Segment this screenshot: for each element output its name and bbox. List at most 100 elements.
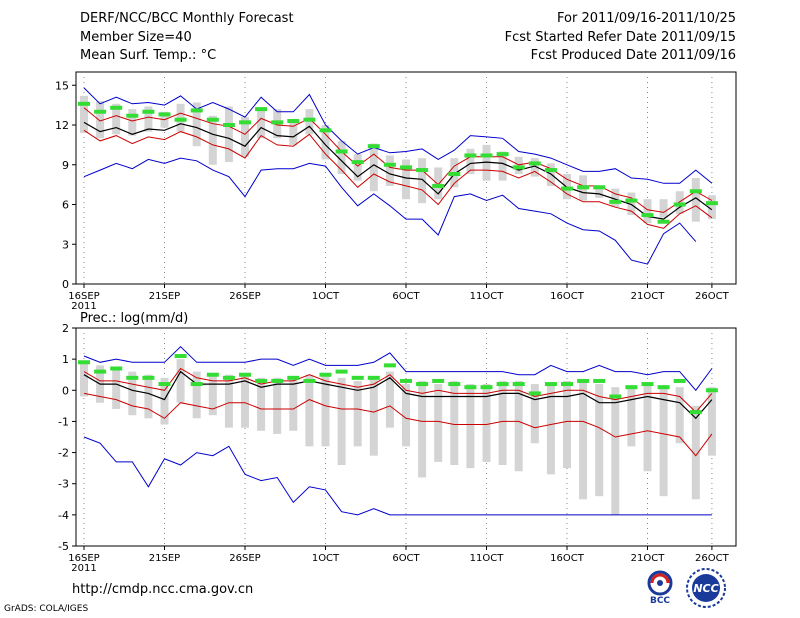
prec-ytick-label: 2 xyxy=(62,322,69,335)
prec-spread-box xyxy=(353,380,362,447)
temp-median-mark xyxy=(287,119,300,124)
prec-median-mark xyxy=(142,375,155,380)
source-url[interactable]: http://cmdp.ncc.cma.gov.cn xyxy=(72,582,254,597)
prec-ytick-label: -1 xyxy=(58,415,69,428)
temp-median-mark xyxy=(78,101,90,106)
prec-median-mark xyxy=(222,375,235,380)
prec-median-mark xyxy=(512,382,525,387)
prec-p-lower-line xyxy=(83,392,713,457)
prec-year-label: 2011 xyxy=(71,563,96,574)
temp-median-mark xyxy=(255,107,268,112)
temp-ytick-label: 12 xyxy=(55,119,69,132)
prec-median-mark xyxy=(319,372,332,377)
temp-median-mark xyxy=(367,144,380,149)
prec-spread-box xyxy=(643,384,652,472)
forecast-period: For 2011/09/16-2011/10/25 xyxy=(557,11,736,26)
prec-median-mark xyxy=(400,378,412,383)
prec-spread-box xyxy=(321,374,330,447)
prec-spread-box xyxy=(498,380,507,466)
prec-ytick-label: 0 xyxy=(62,384,69,397)
prec-median-mark xyxy=(78,360,90,365)
temp-median-mark xyxy=(222,123,235,127)
prec-spread-box xyxy=(466,384,475,469)
prec-spread-box xyxy=(208,374,217,416)
prec-median-mark xyxy=(432,378,445,383)
prec-xtick-label: 11OCT xyxy=(470,553,505,564)
prec-spread-box xyxy=(337,377,346,466)
prec-p-upper-line xyxy=(83,367,713,413)
temp-xtick-label: 1OCT xyxy=(312,291,340,302)
temp-p-lower-line xyxy=(83,129,713,229)
temp-median-mark xyxy=(174,117,187,122)
temp-median-mark xyxy=(641,213,654,218)
forecast-title: DERF/NCC/BCC Monthly Forecast xyxy=(80,11,294,26)
temp-median-mark xyxy=(464,153,477,158)
prec-xtick-label: 16SEP xyxy=(68,553,99,564)
temp-xtick-label: 11OCT xyxy=(470,291,505,302)
temp-spread-box xyxy=(434,167,443,200)
temp-median-mark xyxy=(416,168,429,173)
temp-xtick-label: 6OCT xyxy=(392,291,420,302)
temp-xtick-label: 16SEP xyxy=(68,291,99,302)
refer-date: Fcst Started Refer Date 2011/09/15 xyxy=(504,30,736,45)
prec-spread-box xyxy=(112,368,121,409)
prec-spread-box xyxy=(530,384,539,444)
temp-median-mark xyxy=(335,149,348,154)
temp-median-mark xyxy=(657,219,670,224)
prec-spread-box xyxy=(418,380,427,478)
temp-spread-box xyxy=(691,178,700,222)
prec-median-mark xyxy=(239,372,251,377)
prec-median-mark xyxy=(271,378,284,383)
prec-median-mark xyxy=(303,378,316,383)
temp-max-line xyxy=(83,87,713,184)
prec-spread-box xyxy=(224,374,233,428)
temp-median-mark xyxy=(673,202,686,207)
temp-min-line xyxy=(83,157,697,265)
temp-spread-box xyxy=(241,117,249,157)
temp-spread-box xyxy=(192,102,201,147)
prec-spread-box xyxy=(385,371,394,428)
ncc-logo: NCC xyxy=(686,568,726,608)
temp-spread-box xyxy=(96,101,105,139)
temp-spread-box xyxy=(595,185,604,198)
temp-median-mark xyxy=(432,183,445,188)
bcc-logo: BCC xyxy=(647,570,673,605)
temp-median-mark xyxy=(625,198,638,203)
prec-spread-box xyxy=(128,371,137,416)
prec-median-mark xyxy=(673,378,686,383)
temp-spread-box xyxy=(498,151,507,181)
prec-spread-box xyxy=(305,374,314,447)
prec-median-mark xyxy=(657,385,670,390)
grads-credit: GrADS: COLA/IGES xyxy=(4,604,89,614)
prec-spread-box xyxy=(176,359,185,403)
prec-median-mark xyxy=(335,369,348,374)
temp-median-mark xyxy=(383,162,396,167)
prec-spread-box xyxy=(257,377,266,431)
temp-spread-box xyxy=(530,158,539,177)
prec-spread-box xyxy=(434,384,443,462)
prec-xtick-label: 1OCT xyxy=(312,553,340,564)
prec-median-mark xyxy=(593,378,606,383)
prec-median-mark xyxy=(158,382,171,387)
temp-ytick-label: 15 xyxy=(55,79,69,92)
temp-median-mark xyxy=(110,105,123,110)
temp-median-mark xyxy=(512,165,525,170)
prec-ytick-label: -3 xyxy=(58,478,69,491)
produced-date: Fcst Produced Date 2011/09/16 xyxy=(530,48,736,63)
temp-median-mark xyxy=(190,108,203,113)
prec-median-mark xyxy=(577,378,590,383)
prec-median-mark xyxy=(416,382,429,387)
prec-spread-box xyxy=(675,387,684,444)
prec-median-mark xyxy=(528,391,541,396)
temp-xtick-label: 21SEP xyxy=(149,291,180,302)
prec-spread-box xyxy=(579,380,588,500)
prec-xtick-label: 21SEP xyxy=(149,553,180,564)
prec-spread-box xyxy=(514,380,523,472)
prec-spread-box xyxy=(369,377,378,456)
temp-ytick-label: 6 xyxy=(62,199,69,212)
temp-median-mark xyxy=(94,109,107,114)
temp-median-mark xyxy=(448,172,461,177)
temp-ytick-label: 0 xyxy=(62,278,69,291)
prec-median-mark xyxy=(448,382,461,387)
prec-median-mark xyxy=(367,375,380,380)
